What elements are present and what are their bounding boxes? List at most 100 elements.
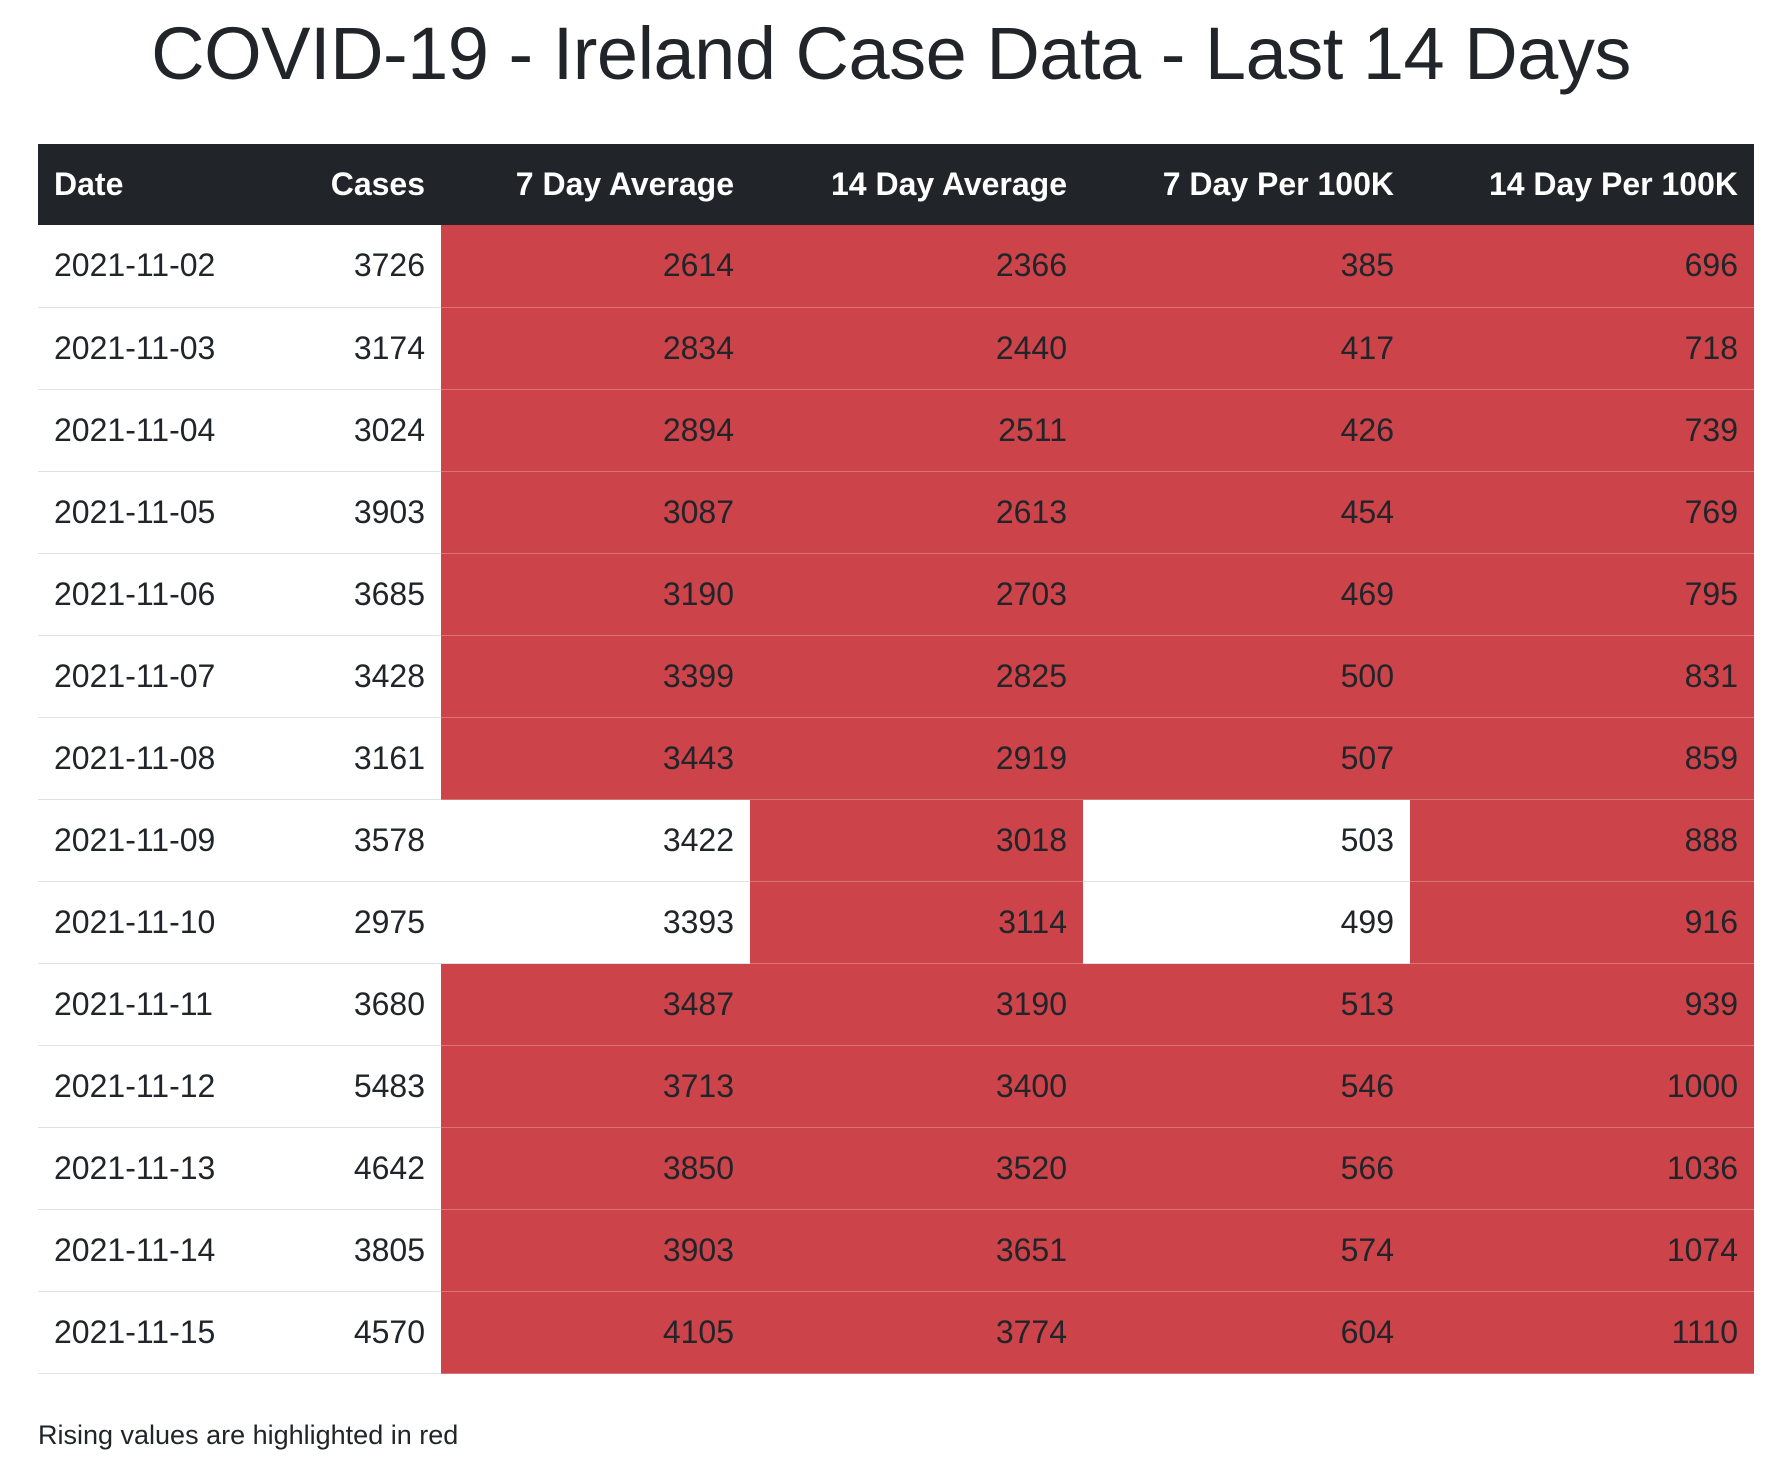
- cell-7-day-average: 2614: [441, 225, 750, 308]
- cell-14-day-average: 2366: [750, 225, 1083, 308]
- column-header-7-day-average: 7 Day Average: [515, 166, 734, 202]
- cell-14-day-average: 2825: [750, 635, 1083, 718]
- table-body: 2021-11-02 3726 2614 2366 385 696 2021-11-03 31…: [38, 225, 1754, 1374]
- cell-date: 2021-11-12: [38, 1045, 283, 1128]
- table-row: 2021-11-04 3024 2894 2511 426 739: [38, 389, 1754, 472]
- cell-cases: 3726: [283, 225, 441, 308]
- column-header-7-day-per-100k: 7 Day Per 100K: [1162, 166, 1394, 202]
- cell-14-day-average: 2703: [750, 553, 1083, 636]
- cell-7-day-average: 4105: [441, 1291, 750, 1374]
- cell-14-day-per-100k: 916: [1410, 881, 1754, 964]
- cell-14-day-per-100k: 1000: [1410, 1045, 1754, 1128]
- cell-7-day-average: 3850: [441, 1127, 750, 1210]
- table-row: 2021-11-03 3174 2834 2440 417 718: [38, 307, 1754, 390]
- table-row: 2021-11-15 4570 4105 3774 604 1110: [38, 1291, 1754, 1374]
- cell-7-day-average: 3393: [441, 881, 750, 964]
- cell-7-day-per-100k: 385: [1083, 225, 1410, 308]
- cell-7-day-per-100k: 469: [1083, 553, 1410, 636]
- cell-cases: 4570: [283, 1291, 441, 1374]
- column-header-14-day-average: 14 Day Average: [831, 166, 1067, 202]
- cell-7-day-per-100k: 574: [1083, 1209, 1410, 1292]
- cell-7-day-per-100k: 566: [1083, 1127, 1410, 1210]
- cell-7-day-average: 2894: [441, 389, 750, 472]
- cell-date: 2021-11-08: [38, 717, 283, 800]
- cell-date: 2021-11-11: [38, 963, 283, 1046]
- cell-cases: 4642: [283, 1127, 441, 1210]
- cell-7-day-average: 3399: [441, 635, 750, 718]
- cell-7-day-average: 3903: [441, 1209, 750, 1292]
- footnote: Rising values are highlighted in red: [38, 1420, 459, 1450]
- cell-date: 2021-11-13: [38, 1127, 283, 1210]
- cell-cases: 3578: [283, 799, 441, 882]
- cell-14-day-per-100k: 739: [1410, 389, 1754, 472]
- cell-cases: 3024: [283, 389, 441, 472]
- cell-14-day-average: 3520: [750, 1127, 1083, 1210]
- cell-date: 2021-11-03: [38, 307, 283, 390]
- cell-cases: 3903: [283, 471, 441, 554]
- table-row: 2021-11-06 3685 3190 2703 469 795: [38, 553, 1754, 636]
- cell-7-day-per-100k: 513: [1083, 963, 1410, 1046]
- cell-7-day-average: 3713: [441, 1045, 750, 1128]
- cell-cases: 3680: [283, 963, 441, 1046]
- cell-14-day-per-100k: 939: [1410, 963, 1754, 1046]
- cell-14-day-average: 3400: [750, 1045, 1083, 1128]
- cell-7-day-per-100k: 546: [1083, 1045, 1410, 1128]
- cell-date: 2021-11-10: [38, 881, 283, 964]
- cell-date: 2021-11-07: [38, 635, 283, 718]
- cell-cases: 3161: [283, 717, 441, 800]
- cell-14-day-per-100k: 718: [1410, 307, 1754, 390]
- cell-cases: 5483: [283, 1045, 441, 1128]
- table-row: 2021-11-07 3428 3399 2825 500 831: [38, 635, 1754, 718]
- table-row: 2021-11-05 3903 3087 2613 454 769: [38, 471, 1754, 554]
- cell-14-day-per-100k: 769: [1410, 471, 1754, 554]
- table-row: 2021-11-10 2975 3393 3114 499 916: [38, 881, 1754, 964]
- cell-7-day-average: 3487: [441, 963, 750, 1046]
- page-title: COVID-19 - Ireland Case Data - Last 14 D…: [151, 12, 1631, 95]
- cell-14-day-per-100k: 859: [1410, 717, 1754, 800]
- table-row: 2021-11-11 3680 3487 3190 513 939: [38, 963, 1754, 1046]
- cell-14-day-average: 3190: [750, 963, 1083, 1046]
- cell-date: 2021-11-02: [38, 225, 283, 308]
- cell-date: 2021-11-09: [38, 799, 283, 882]
- cell-14-day-per-100k: 1110: [1410, 1291, 1754, 1374]
- table-row: 2021-11-02 3726 2614 2366 385 696: [38, 225, 1754, 308]
- cell-7-day-per-100k: 454: [1083, 471, 1410, 554]
- cell-14-day-average: 2511: [750, 389, 1083, 472]
- cell-14-day-average: 2440: [750, 307, 1083, 390]
- cell-7-day-per-100k: 500: [1083, 635, 1410, 718]
- table-header-row: Date Cases 7 Day Average 14 Day Average …: [38, 144, 1754, 225]
- table-header: Date Cases 7 Day Average 14 Day Average …: [38, 144, 1754, 225]
- cell-14-day-per-100k: 831: [1410, 635, 1754, 718]
- table-row: 2021-11-12 5483 3713 3400 546 1000: [38, 1045, 1754, 1128]
- cell-14-day-average: 3651: [750, 1209, 1083, 1292]
- case-data-table: Date Cases 7 Day Average 14 Day Average …: [38, 144, 1754, 1374]
- cell-cases: 3428: [283, 635, 441, 718]
- column-header-cases: Cases: [330, 166, 425, 202]
- cell-7-day-per-100k: 507: [1083, 717, 1410, 800]
- cell-7-day-average: 3443: [441, 717, 750, 800]
- cell-7-day-average: 3087: [441, 471, 750, 554]
- cell-7-day-per-100k: 426: [1083, 389, 1410, 472]
- cell-date: 2021-11-15: [38, 1291, 283, 1374]
- table-row: 2021-11-14 3805 3903 3651 574 1074: [38, 1209, 1754, 1292]
- cell-7-day-average: 3422: [441, 799, 750, 882]
- cell-14-day-per-100k: 696: [1410, 225, 1754, 308]
- column-header-date: Date: [54, 166, 124, 202]
- cell-14-day-per-100k: 1074: [1410, 1209, 1754, 1292]
- cell-14-day-average: 2613: [750, 471, 1083, 554]
- cell-14-day-average: 3018: [750, 799, 1083, 882]
- cell-cases: 3174: [283, 307, 441, 390]
- cell-7-day-per-100k: 417: [1083, 307, 1410, 390]
- cell-date: 2021-11-14: [38, 1209, 283, 1292]
- cell-7-day-per-100k: 604: [1083, 1291, 1410, 1374]
- cell-cases: 2975: [283, 881, 441, 964]
- cell-14-day-average: 3774: [750, 1291, 1083, 1374]
- cell-date: 2021-11-04: [38, 389, 283, 472]
- table-row: 2021-11-13 4642 3850 3520 566 1036: [38, 1127, 1754, 1210]
- cell-cases: 3685: [283, 553, 441, 636]
- cell-7-day-average: 2834: [441, 307, 750, 390]
- table-row: 2021-11-09 3578 3422 3018 503 888: [38, 799, 1754, 882]
- cell-cases: 3805: [283, 1209, 441, 1292]
- cell-14-day-average: 3114: [750, 881, 1083, 964]
- table-row: 2021-11-08 3161 3443 2919 507 859: [38, 717, 1754, 800]
